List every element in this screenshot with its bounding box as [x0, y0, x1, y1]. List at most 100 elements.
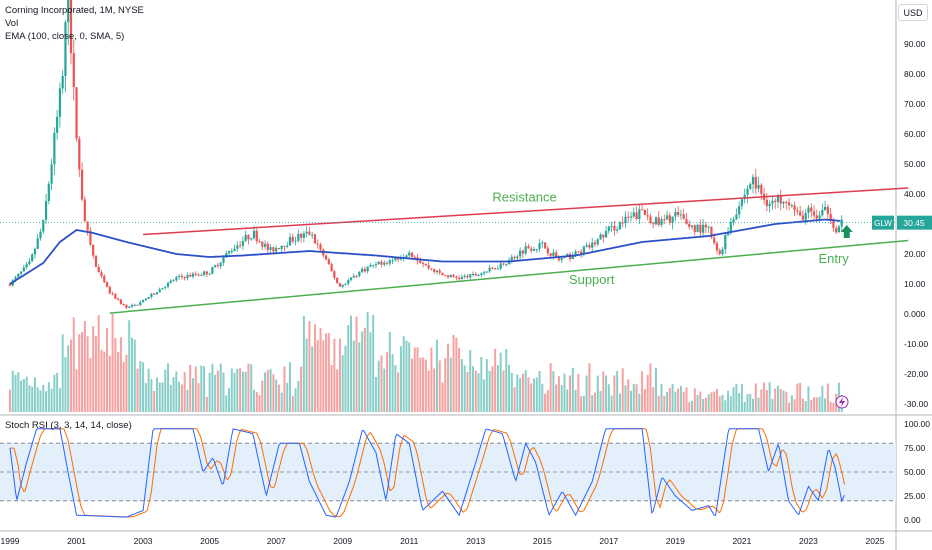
volume-bar [491, 366, 494, 412]
volume-bar [255, 392, 258, 412]
candle-body [757, 184, 760, 189]
volume-bar [244, 371, 247, 412]
volume-bar [252, 390, 255, 412]
volume-bar [580, 396, 583, 412]
volume-bar [344, 345, 347, 412]
volume-bar [790, 395, 793, 412]
volume-bar [250, 364, 253, 412]
candle-body [535, 249, 538, 251]
volume-bar [471, 366, 474, 412]
candle-body [704, 224, 707, 228]
ema-line [9, 218, 841, 285]
candle-body [294, 240, 297, 242]
candle-body [652, 222, 655, 225]
candle-body [469, 274, 472, 278]
volume-bar [289, 362, 292, 412]
candle-body [222, 257, 225, 263]
volume-bar [58, 388, 61, 412]
stoch-tick-label: 25.00 [904, 491, 926, 501]
volume-bar [693, 388, 696, 412]
candle-body [419, 260, 422, 264]
volume-bar [214, 375, 217, 412]
candle-body [618, 222, 622, 230]
candle-body [261, 241, 264, 247]
price-tick-label: 60.00 [904, 129, 926, 139]
volume-bar [449, 357, 452, 412]
candle-body [244, 234, 247, 242]
candle-body [202, 271, 206, 275]
time-tick-label: 2021 [732, 536, 751, 546]
candle-body [319, 244, 322, 250]
volume-bar [64, 357, 67, 412]
volume-bar [588, 363, 591, 412]
candle-body [519, 250, 522, 257]
volume-bar [602, 371, 605, 412]
candle-body [128, 306, 131, 308]
vol-label: Vol [5, 18, 18, 29]
candle-body [338, 283, 342, 287]
candle-body [297, 233, 300, 241]
candle-body [108, 286, 111, 294]
volume-bar [308, 321, 311, 412]
volume-bar [585, 375, 588, 412]
volume-bar [136, 368, 139, 412]
volume-bar [682, 391, 685, 412]
volume-bar [167, 363, 170, 412]
resistance-line [143, 187, 909, 236]
candle-body [821, 210, 824, 216]
volume-bar [674, 391, 677, 412]
volume-bar [236, 368, 239, 412]
volume-bar [264, 372, 267, 412]
candle-body [80, 169, 84, 200]
volume-bar [424, 359, 427, 412]
volume-bar [291, 395, 294, 412]
candle-body [166, 282, 170, 287]
candlesticks [8, 0, 843, 310]
volume-bar [388, 331, 391, 412]
candle-body [837, 226, 841, 233]
volume-bar [571, 367, 574, 412]
volume-bar [527, 377, 530, 412]
volume-bar [283, 366, 286, 412]
volume-bar [530, 383, 533, 412]
price-tick-label: 10.00 [904, 279, 926, 289]
candle-body [161, 287, 164, 290]
volume-bar [771, 398, 774, 412]
volume-bar [111, 313, 114, 412]
volume-bar [313, 324, 316, 412]
candle-body [158, 289, 161, 293]
price-tick-label: 50.00 [904, 159, 926, 169]
volume-bar [180, 384, 183, 412]
volume-bar [153, 391, 156, 412]
volume-bar [671, 384, 674, 412]
volume-bar [50, 388, 53, 412]
candle-body [546, 248, 549, 254]
volume-bar [322, 340, 325, 412]
volume-bar [203, 366, 206, 412]
volume-bar [496, 365, 499, 412]
volume-bar [713, 391, 716, 412]
volume-bar [394, 364, 397, 412]
candle-body [153, 293, 156, 295]
candle-body [136, 304, 139, 306]
volume-bar [774, 388, 777, 412]
volume-bar [56, 372, 59, 412]
candle-body [787, 202, 791, 206]
candle-body [571, 255, 574, 259]
candle-body [796, 210, 799, 212]
volume-bar [804, 401, 807, 412]
currency-button[interactable]: USD [898, 4, 928, 21]
volume-bar [258, 395, 261, 412]
volume-bar [33, 377, 36, 412]
candle-body [372, 264, 375, 266]
candle-body [8, 284, 12, 286]
volume-bar [189, 364, 192, 412]
volume-bar [42, 384, 45, 412]
candle-body [280, 245, 283, 250]
candle-body [89, 230, 92, 245]
candle-body [599, 234, 602, 240]
volume-bar [161, 382, 164, 412]
volume-bar [430, 347, 433, 412]
volume-bar [574, 389, 577, 412]
candle-body [438, 270, 441, 273]
